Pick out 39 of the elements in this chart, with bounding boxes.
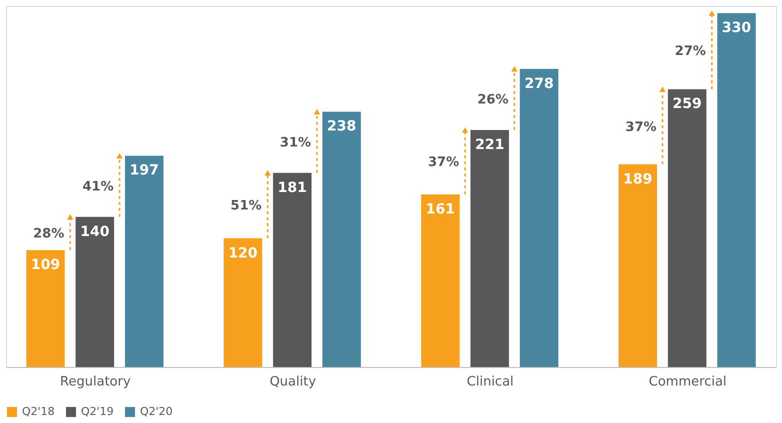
- bar: [668, 89, 706, 367]
- data-label: 221: [475, 136, 504, 153]
- bar: [470, 130, 509, 367]
- data-label: 259: [672, 96, 702, 112]
- bar: [618, 164, 658, 367]
- bar: [421, 194, 460, 367]
- bar: [717, 13, 756, 367]
- data-label: 109: [30, 257, 60, 274]
- bar: [520, 68, 558, 367]
- data-label: 140: [80, 224, 110, 240]
- annotation: 27%: [674, 44, 706, 60]
- x-tick-label: Regulatory: [60, 374, 131, 390]
- legend-label: Q2'20: [140, 405, 173, 418]
- annotation: 51%: [230, 198, 262, 214]
- bar: [76, 216, 114, 367]
- data-label: 197: [130, 162, 159, 179]
- x-tick-label: Quality: [270, 374, 316, 390]
- bar: [322, 112, 361, 367]
- annotation: 31%: [280, 135, 312, 150]
- bar: [124, 156, 164, 367]
- bar: [273, 172, 312, 367]
- bar: [26, 250, 65, 367]
- data-label: 238: [327, 118, 356, 135]
- data-label: 181: [278, 180, 307, 196]
- data-label: 330: [722, 20, 752, 36]
- x-tick-label: Commercial: [648, 374, 727, 390]
- data-label: 161: [426, 201, 455, 218]
- annotation: 41%: [82, 179, 114, 194]
- annotation: 28%: [33, 226, 64, 242]
- data-label: 278: [524, 76, 554, 92]
- legend-label: Q2'19: [81, 405, 114, 418]
- annotation: 26%: [477, 92, 508, 108]
- bar: [224, 238, 262, 367]
- legend-label: Q2'18: [22, 405, 55, 418]
- data-label: 189: [623, 171, 652, 188]
- data-label: 120: [228, 245, 258, 262]
- x-tick-label: Clinical: [466, 374, 514, 390]
- annotation: 37%: [428, 155, 460, 170]
- annotation: 37%: [625, 120, 657, 135]
